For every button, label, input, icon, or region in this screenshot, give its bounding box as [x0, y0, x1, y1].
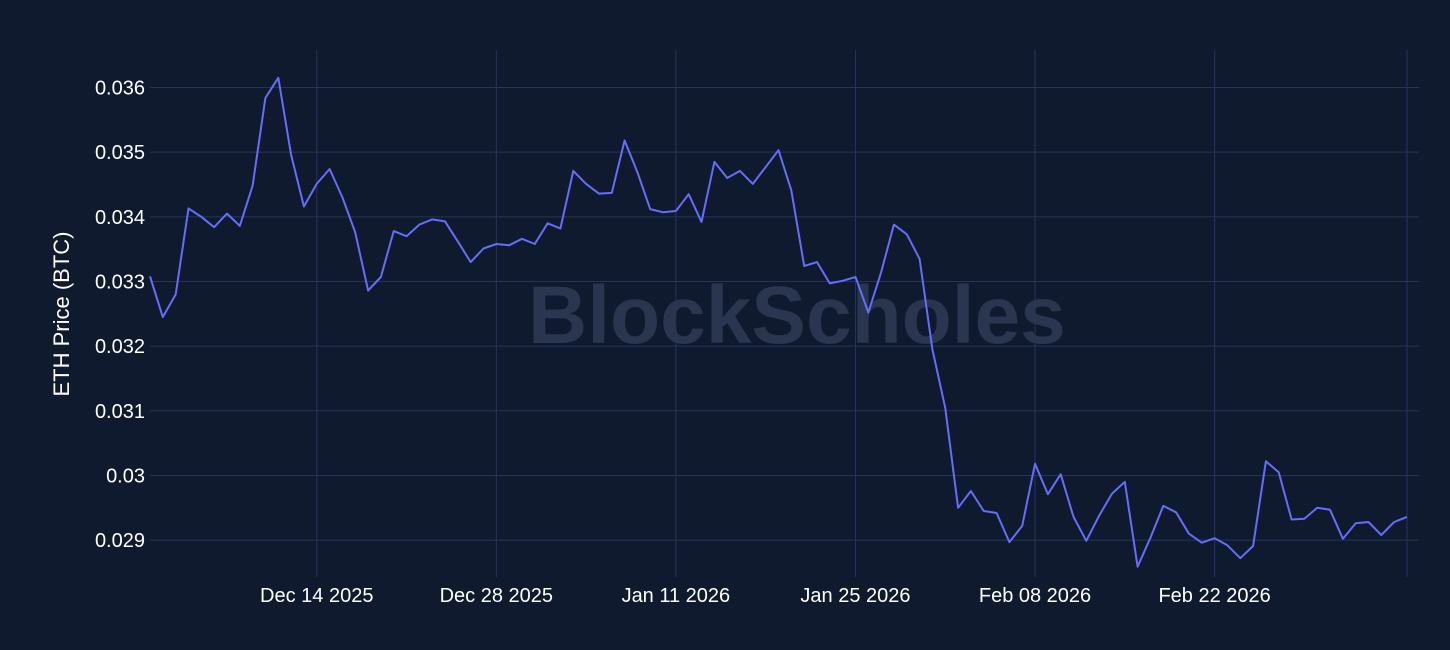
- x-tick-label: Jan 25 2026: [800, 585, 910, 607]
- y-tick-label: 0.033: [95, 271, 145, 293]
- x-axis-tick-labels: Dec 14 2025 Dec 28 2025 Jan 11 2026 Jan 25 …: [260, 585, 1271, 607]
- y-tick-label: 0.03: [106, 465, 145, 487]
- x-tick-label: Dec 28 2025: [440, 585, 553, 607]
- watermark-logo: BlockScholes: [528, 270, 1066, 361]
- series-line: [149, 76, 1408, 568]
- y-axis-tick-labels: 0.029 0.03 0.031 0.032 0.033 0.034 0.035 0.036: [95, 78, 145, 553]
- x-tick-label: Dec 14 2025: [260, 585, 373, 607]
- x-tick-label: Feb 22 2026: [1158, 585, 1270, 607]
- watermark-text: BlockScholes: [528, 270, 1066, 361]
- horizontal-gridlines: [150, 87, 1419, 541]
- y-axis-title: ETH Price (BTC): [49, 232, 74, 397]
- y-tick-label: 0.029: [95, 530, 145, 552]
- y-tick-label: 0.031: [95, 401, 145, 423]
- y-tick-label: 0.032: [95, 336, 145, 358]
- y-tick-label: 0.035: [95, 142, 145, 164]
- y-tick-label: 0.036: [95, 78, 145, 100]
- x-tick-label: Jan 11 2026: [622, 585, 731, 607]
- x-tick-label: Feb 08 2026: [979, 585, 1091, 607]
- y-tick-label: 0.034: [95, 207, 145, 229]
- vertical-gridlines: [316, 50, 1408, 577]
